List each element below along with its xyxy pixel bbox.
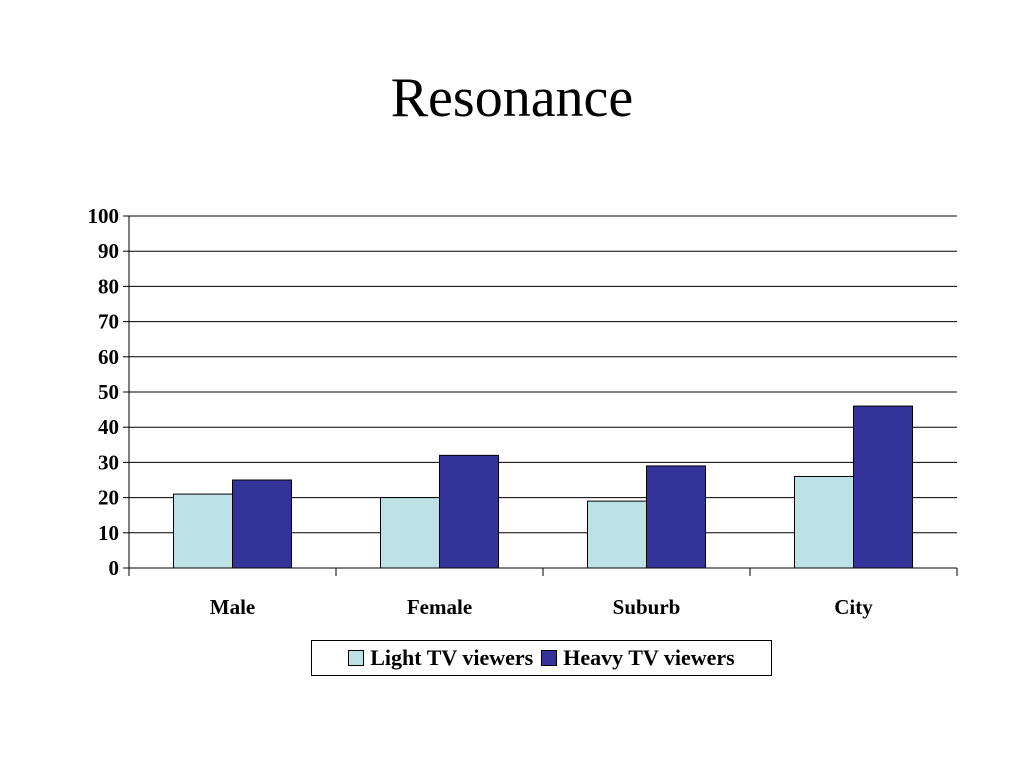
- legend-label-heavy: Heavy TV viewers: [563, 645, 735, 670]
- tick-labels: 0 10 20 30 40 50 60 70 80 90 100 Male Female Suburb Ci…: [88, 204, 874, 619]
- x-tick-label-female: Female: [407, 595, 472, 619]
- y-tick-label-80: 80: [98, 274, 119, 298]
- y-tick-label-30: 30: [98, 450, 119, 474]
- legend-item-light: Light TV viewers: [348, 645, 533, 671]
- x-tick-label-city: City: [834, 595, 873, 619]
- y-tick-label-50: 50: [98, 380, 119, 404]
- y-tick-label-70: 70: [98, 310, 119, 334]
- chart-title: Resonance: [390, 67, 634, 129]
- bar-city-heavy: [853, 405, 913, 569]
- bar-female-light: [380, 497, 440, 569]
- x-tick-label-male: Male: [210, 595, 255, 619]
- y-tick-label-100: 100: [88, 204, 120, 228]
- legend-swatch-light: [348, 650, 365, 666]
- y-tick-label-60: 60: [98, 345, 119, 369]
- gridlines: [129, 215, 957, 534]
- y-tick-label-10: 10: [98, 521, 119, 545]
- bar-suburb-light: [587, 500, 647, 569]
- x-tick-label-suburb: Suburb: [613, 595, 681, 619]
- y-tick-label-90: 90: [98, 239, 119, 263]
- bars: [173, 405, 913, 569]
- bar-male-heavy: [232, 479, 292, 569]
- y-tick-label-40: 40: [98, 415, 119, 439]
- legend-swatch-heavy: [541, 650, 558, 666]
- y-tick-label-20: 20: [98, 486, 119, 510]
- bar-city-light: [794, 475, 854, 569]
- bar-female-heavy: [439, 454, 499, 569]
- axes: [123, 215, 958, 576]
- bar-suburb-heavy: [646, 465, 706, 569]
- bar-male-light: [173, 493, 233, 569]
- legend-label-light: Light TV viewers: [370, 645, 534, 670]
- chart-legend: Light TV viewers Heavy TV viewers: [311, 640, 772, 676]
- legend-item-heavy: Heavy TV viewers: [541, 645, 735, 671]
- y-tick-label-0: 0: [109, 556, 120, 580]
